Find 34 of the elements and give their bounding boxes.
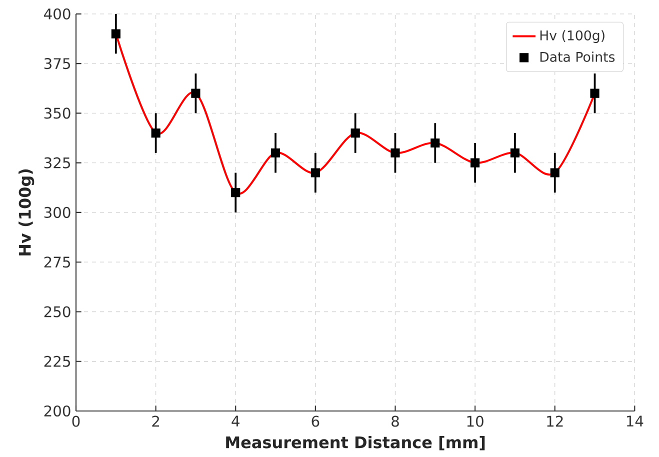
- y-tick-label: 375: [44, 58, 70, 70]
- y-tick-label: 225: [44, 356, 70, 367]
- x-tick-label: 2: [152, 416, 160, 427]
- y-tick-label: 400: [44, 8, 70, 20]
- point: [390, 148, 400, 158]
- point: [191, 88, 200, 98]
- y-tick-label: 300: [44, 206, 70, 218]
- x-tick-label: 4: [232, 416, 240, 426]
- point: [231, 188, 240, 198]
- x-tick-label: 12: [547, 416, 563, 427]
- point: [590, 88, 600, 98]
- legend-label: Hv (100g): [540, 30, 604, 44]
- point: [470, 158, 480, 168]
- point: [111, 29, 120, 38]
- y-tick-label: 250: [44, 306, 70, 318]
- x-tick-label: 10: [467, 416, 484, 427]
- x-tick-label: 0: [72, 416, 80, 427]
- x-tick-label: 14: [626, 416, 644, 426]
- x-axis-title: Measurement Distance [mm]: [226, 436, 485, 450]
- point: [550, 168, 560, 178]
- point: [510, 148, 520, 158]
- point: [270, 148, 280, 158]
- y-axis-title: Hv (100g): [18, 169, 34, 256]
- point: [350, 128, 360, 138]
- y-tick-label: 350: [44, 108, 70, 119]
- point: [151, 128, 160, 138]
- y-tick-label: 275: [44, 256, 70, 268]
- point: [430, 138, 440, 148]
- legend-label: Data Points: [540, 52, 615, 62]
- point: [310, 168, 320, 178]
- x-tick-label: 6: [312, 416, 320, 427]
- y-tick-label: 200: [44, 405, 70, 417]
- x-tick-label: 8: [392, 416, 399, 427]
- y-tick-label: 325: [44, 157, 70, 168]
